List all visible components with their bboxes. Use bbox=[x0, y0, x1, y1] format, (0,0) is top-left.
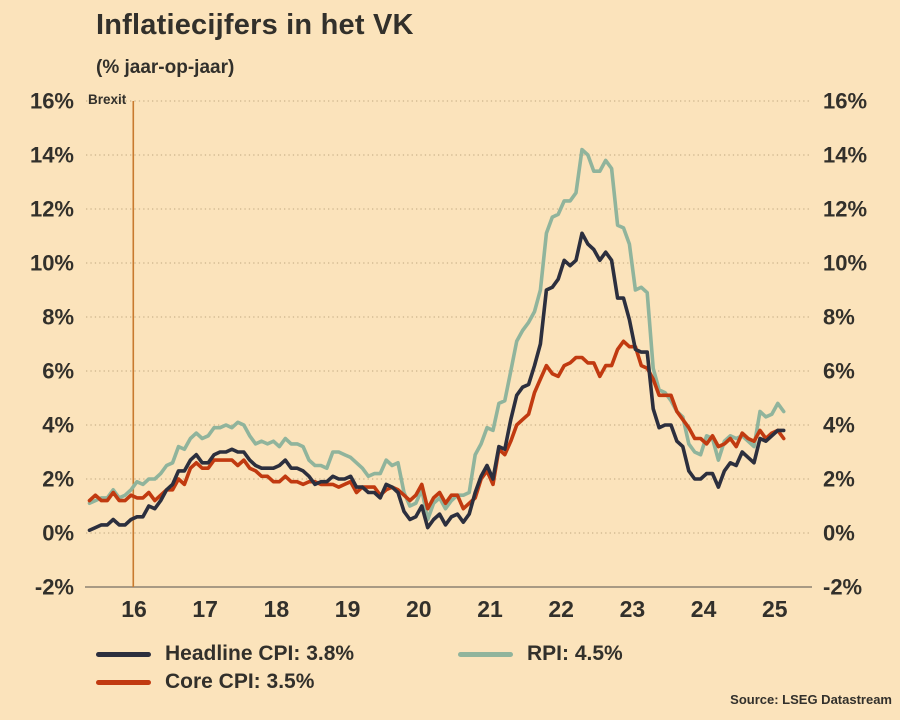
y-axis-label-left-16: 16% bbox=[30, 89, 74, 114]
y-axis-label-left-6: 6% bbox=[42, 359, 74, 384]
legend-entry-rpi: RPI: 4.5% bbox=[458, 642, 623, 666]
y-axis-label-left-10: 10% bbox=[30, 251, 74, 276]
series-line-core-cpi bbox=[87, 339, 786, 511]
legend-label-headline-cpi: Headline CPI: 3.8% bbox=[165, 642, 355, 665]
y-axis-label-right-6: 6% bbox=[823, 359, 855, 384]
x-axis-label-24: 24 bbox=[691, 596, 717, 622]
y-axis-label-right-14: 14% bbox=[823, 143, 867, 168]
y-axis-label-right-16: 16% bbox=[823, 89, 867, 114]
y-axis-label-left-2: 2% bbox=[42, 467, 74, 492]
legend-label-rpi: RPI: 4.5% bbox=[527, 642, 623, 665]
legend-entry-headline-cpi: Headline CPI: 3.8% bbox=[96, 642, 354, 666]
y-axis-label-right-2: 2% bbox=[823, 467, 855, 492]
legend-swatch-rpi bbox=[458, 651, 513, 657]
y-axis-label-right--2: -2% bbox=[823, 575, 862, 600]
x-axis-label-21: 21 bbox=[477, 596, 503, 622]
series-line-headline-cpi bbox=[87, 231, 786, 533]
y-axis-label-left-4: 4% bbox=[42, 413, 74, 438]
chart-subtitle: (% jaar-op-jaar) bbox=[96, 57, 235, 78]
y-axis-label-right-0: 0% bbox=[823, 521, 855, 546]
x-axis-label-16: 16 bbox=[121, 596, 147, 622]
y-axis-label-right-12: 12% bbox=[823, 197, 867, 222]
source-credit: Source: LSEG Datastream bbox=[730, 692, 892, 707]
brexit-annotation-label: Brexit bbox=[88, 92, 127, 107]
x-axis-label-23: 23 bbox=[620, 596, 646, 622]
x-axis-label-20: 20 bbox=[406, 596, 432, 622]
legend-swatch-headline-cpi bbox=[96, 651, 151, 657]
x-axis-label-22: 22 bbox=[548, 596, 574, 622]
legend-entry-core-cpi: Core CPI: 3.5% bbox=[96, 670, 314, 694]
y-axis-label-right-10: 10% bbox=[823, 251, 867, 276]
x-axis-label-18: 18 bbox=[264, 596, 290, 622]
legend-swatch-core-cpi bbox=[96, 679, 151, 685]
y-axis-label-left-8: 8% bbox=[42, 305, 74, 330]
y-axis-label-left-12: 12% bbox=[30, 197, 74, 222]
y-axis-label-right-8: 8% bbox=[823, 305, 855, 330]
x-axis-label-17: 17 bbox=[192, 596, 218, 622]
y-axis-label-left-0: 0% bbox=[42, 521, 74, 546]
x-axis-label-19: 19 bbox=[335, 596, 361, 622]
x-axis-label-25: 25 bbox=[762, 596, 788, 622]
y-axis-label-right-4: 4% bbox=[823, 413, 855, 438]
y-axis-label-left--2: -2% bbox=[35, 575, 74, 600]
chart-title: Inflatiecijfers in het VK bbox=[96, 9, 414, 41]
legend-label-core-cpi: Core CPI: 3.5% bbox=[165, 670, 315, 693]
y-axis-label-left-14: 14% bbox=[30, 143, 74, 168]
